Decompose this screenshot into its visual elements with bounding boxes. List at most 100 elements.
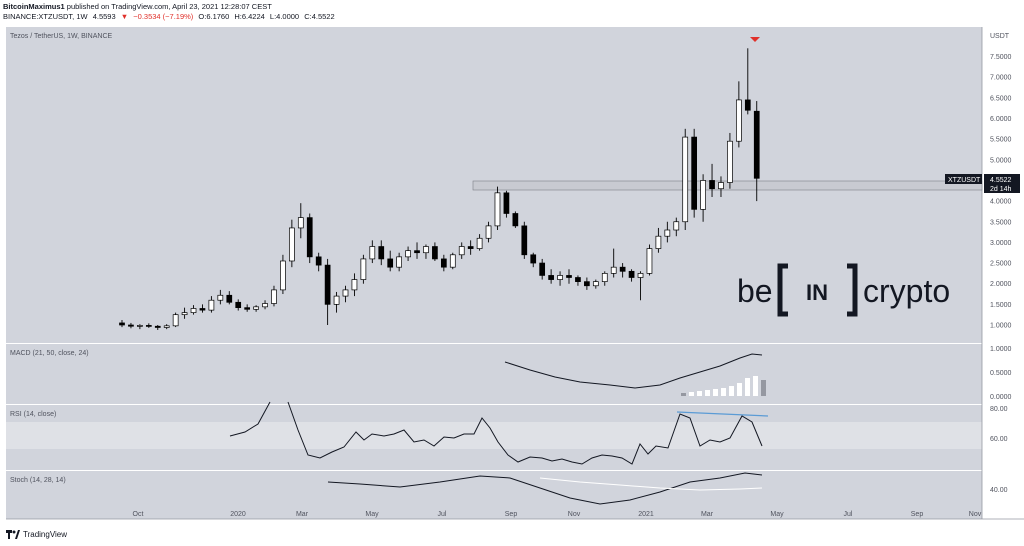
- candle-body: [289, 227, 295, 262]
- candle-up: [342, 285, 349, 303]
- candle-body: [387, 258, 394, 268]
- candle-down: [315, 252, 322, 272]
- candle-body: [584, 281, 590, 287]
- candle-body: [181, 312, 188, 316]
- last-price: 4.5593: [92, 12, 116, 21]
- candle-up: [217, 289, 224, 305]
- candle-up: [736, 81, 742, 148]
- candle-down: [378, 240, 385, 266]
- price-tick-label: 7.0000: [990, 75, 1012, 82]
- candle-up: [485, 221, 492, 243]
- price-tick-label: 2.0000: [990, 281, 1012, 288]
- candle-body: [530, 254, 537, 264]
- unit-label: USDT: [990, 33, 1010, 40]
- candle-body: [637, 273, 644, 278]
- candle-up: [423, 244, 429, 259]
- candle-down: [709, 163, 715, 197]
- candle-down: [306, 213, 313, 264]
- low-value: L:4.0000: [269, 12, 300, 21]
- stoch-k-line: [327, 472, 763, 505]
- candle-down: [145, 323, 152, 328]
- candle-body: [199, 308, 206, 311]
- candle-body: [557, 275, 563, 280]
- publisher-name[interactable]: BitcoinMaximus1: [3, 2, 65, 11]
- candle-body: [512, 213, 519, 227]
- candle-body: [253, 306, 259, 310]
- candle-up: [163, 324, 170, 330]
- candle-body: [172, 314, 179, 327]
- candle-body: [539, 262, 546, 276]
- candle-down: [235, 299, 242, 311]
- candle-up: [494, 186, 501, 231]
- macd-pane[interactable]: [6, 344, 982, 404]
- close-value: C:4.5522: [304, 12, 335, 21]
- candle-body: [503, 192, 510, 214]
- candle-body: [137, 325, 143, 327]
- candle-body: [315, 256, 322, 266]
- candle-body: [682, 136, 689, 223]
- candle-up: [360, 254, 367, 284]
- candle-down: [744, 48, 751, 115]
- candle-body: [217, 294, 224, 301]
- last-price-tag: [984, 174, 1020, 193]
- beincrypto-logo: be IN crypto: [737, 263, 950, 317]
- symbol-tag-text: XTZUSDT: [948, 177, 981, 184]
- price-scale[interactable]: [982, 27, 1024, 519]
- candle-body: [244, 307, 251, 310]
- candle-body: [128, 324, 134, 327]
- candle-body: [744, 99, 751, 111]
- price-tick-label: 3.0000: [990, 240, 1012, 247]
- down-arrow-icon: ▼: [120, 12, 129, 21]
- tradingview-footer[interactable]: TradingView: [6, 530, 67, 539]
- stoch-pane[interactable]: [6, 471, 982, 519]
- candle-down: [324, 258, 331, 325]
- rsi-line-a: [229, 401, 271, 437]
- candle-up: [405, 246, 411, 261]
- candle-body: [449, 254, 456, 268]
- time-label: 2020: [230, 511, 246, 518]
- time-label: May: [365, 511, 379, 518]
- candle-body: [691, 136, 698, 210]
- rsi-tick: 80.00: [990, 406, 1008, 413]
- candle-up: [137, 324, 143, 330]
- candle-body: [494, 192, 501, 227]
- candle-up: [557, 271, 563, 286]
- candle-body: [360, 258, 367, 280]
- time-label: Sep: [505, 511, 518, 518]
- candle-body: [592, 281, 599, 287]
- tradingview-label: TradingView: [23, 530, 68, 539]
- high-value: H:6.4224: [234, 12, 265, 21]
- candle-body: [646, 248, 653, 274]
- candle-body: [405, 250, 411, 258]
- candle-body: [467, 246, 474, 249]
- logo-crypto: crypto: [863, 273, 950, 309]
- price-tick-label: 7.5000: [990, 54, 1012, 61]
- tradingview-logo-icon: [6, 530, 20, 539]
- candle-body: [736, 99, 742, 142]
- price-tick-label: 6.5000: [990, 95, 1012, 102]
- candle-up: [449, 252, 456, 270]
- time-label: Mar: [296, 511, 309, 518]
- logo-in: IN: [806, 280, 828, 305]
- candle-up: [262, 300, 268, 310]
- candle-up: [682, 128, 689, 231]
- candle-body: [378, 246, 385, 260]
- candle-body: [280, 260, 286, 291]
- candle-body: [423, 246, 429, 254]
- rsi-tick: 60.00: [990, 436, 1008, 443]
- logo-be: be: [737, 273, 773, 309]
- time-axis[interactable]: Oct 2020 Mar May Jul Sep Nov 2021 Mar Ma…: [133, 511, 982, 518]
- candle-down: [521, 221, 528, 259]
- time-label: Jul: [438, 511, 447, 518]
- macd-tick: 1.0000: [990, 346, 1012, 353]
- candle-up: [396, 252, 402, 272]
- time-label: Sep: [911, 511, 924, 518]
- candle-body: [700, 180, 706, 210]
- time-label: May: [770, 511, 784, 518]
- candle-up: [646, 244, 653, 276]
- candle-down: [440, 254, 447, 272]
- candle-down: [691, 128, 698, 218]
- candle-body: [521, 225, 528, 256]
- candle-down: [244, 304, 251, 312]
